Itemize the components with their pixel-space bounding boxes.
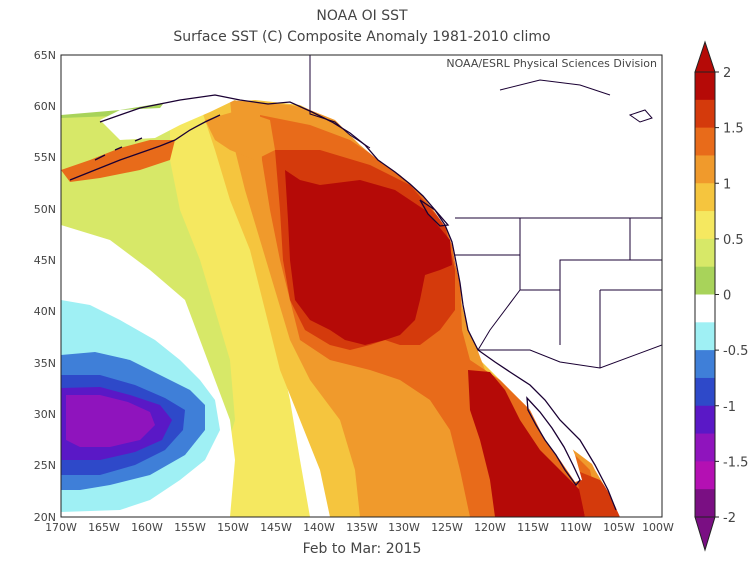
- lon-axis: 170W 165W 160W 155W 150W 145W 140W 135W …: [45, 521, 674, 534]
- colorbar-label: 1: [723, 177, 731, 192]
- colorbar-segment: [695, 377, 715, 407]
- coastline-west: [99, 94, 617, 511]
- anomaly-fill-gulf-warm: [205, 110, 275, 160]
- lat-tick-65: 65N: [34, 49, 56, 62]
- anomaly-fill-max-south: [468, 370, 585, 517]
- colorbar-label: -1.5: [723, 455, 748, 470]
- lon-tick-135w: 135W: [346, 521, 378, 534]
- lon-tick-145w: 145W: [260, 521, 292, 534]
- border-us-mexico: [478, 344, 662, 369]
- us-state-borders: [455, 218, 662, 368]
- colorbar-label: 2: [723, 66, 731, 81]
- colorbar-label: 1.5: [723, 122, 744, 137]
- lat-tick-40: 40N: [34, 305, 56, 318]
- land-mask-baja-california: [525, 395, 582, 482]
- figure-subtitle: Surface SST (C) Composite Anomaly 1981-2…: [173, 29, 550, 45]
- anomaly-fill-max-north: [285, 170, 452, 345]
- lat-tick-25: 25N: [34, 459, 56, 472]
- colorbar-segment: [695, 266, 715, 295]
- colorbar: 2 1.5 1 0.5 0 -0.5 -1 -1.5 -2: [694, 40, 748, 552]
- colorbar-segment: [695, 461, 715, 490]
- lon-tick-125w: 125W: [431, 521, 463, 534]
- colorbar-segments: [695, 72, 715, 518]
- colorbar-segment: [695, 211, 715, 240]
- lon-tick-140w: 140W: [303, 521, 335, 534]
- lon-tick-115w: 115W: [517, 521, 549, 534]
- lon-tick-120w: 120W: [474, 521, 506, 534]
- lat-tick-55: 55N: [34, 151, 56, 164]
- lon-tick-155w: 155W: [174, 521, 206, 534]
- land-mask-north-america: [100, 55, 662, 517]
- map-panel: [61, 55, 662, 517]
- colorbar-label: -0.5: [723, 344, 748, 359]
- colorbar-segment: [695, 294, 715, 323]
- arctic-island: [628, 109, 653, 123]
- anomaly-fill-1-to-1.5: [170, 100, 310, 517]
- lon-tick-165w: 165W: [88, 521, 120, 534]
- lon-tick-150w: 150W: [217, 521, 249, 534]
- colorbar-segment: [695, 72, 715, 101]
- coastlines: [69, 94, 617, 511]
- hudson-bay-shore: [499, 79, 611, 96]
- colorbar-bottom-arrow: [694, 516, 716, 552]
- colorbar-segment: [695, 127, 715, 156]
- colorbar-segment: [695, 238, 715, 268]
- lon-tick-110w: 110W: [560, 521, 592, 534]
- lat-tick-20: 20N: [34, 511, 56, 524]
- colorbar-segment: [695, 322, 715, 351]
- lat-tick-30: 30N: [34, 408, 56, 421]
- lat-tick-45: 45N: [34, 254, 56, 267]
- map-frame: [60, 54, 663, 518]
- border-alaska-canada: [309, 55, 371, 149]
- coastline-baja: [526, 396, 581, 487]
- colorbar-top-arrow: [694, 40, 716, 73]
- period-label: Feb to Mar: 2015: [303, 541, 422, 557]
- credit-label: NOAA/ESRL Physical Sciences Division: [446, 57, 657, 70]
- colorbar-segment: [695, 183, 715, 212]
- colorbar-segment: [695, 405, 715, 435]
- anomaly-fill-orange-south-edge: [575, 470, 620, 517]
- colorbar-segment: [695, 433, 715, 462]
- vancouver-island: [419, 199, 450, 227]
- political-borders: [309, 55, 662, 369]
- colorbar-segment: [695, 489, 715, 518]
- lon-tick-105w: 105W: [603, 521, 635, 534]
- colorbar-label: 0: [723, 289, 731, 304]
- lon-tick-160w: 160W: [131, 521, 163, 534]
- colorbar-segment: [695, 99, 715, 129]
- lat-tick-50: 50N: [34, 203, 56, 216]
- island-arc-aleutian: [94, 137, 143, 161]
- lat-tick-60: 60N: [34, 100, 56, 113]
- figure-title: NOAA OI SST: [316, 8, 408, 24]
- colorbar-label: -2: [723, 511, 736, 526]
- colorbar-segment: [695, 155, 715, 184]
- lat-tick-35: 35N: [34, 357, 56, 370]
- colorbar-label: 0.5: [723, 233, 744, 248]
- lon-tick-100w: 100W: [642, 521, 674, 534]
- lon-tick-170w: 170W: [45, 521, 77, 534]
- colorbar-segment: [695, 350, 715, 379]
- colorbar-label: -1: [723, 400, 736, 415]
- alaska-peninsula: [69, 114, 221, 181]
- lon-tick-130w: 130W: [388, 521, 420, 534]
- colorbar-labels: 2 1.5 1 0.5 0 -0.5 -1 -1.5 -2: [715, 66, 748, 526]
- lat-axis: 65N 60N 55N 50N 45N 40N 35N 30N 25N 20N: [34, 49, 56, 524]
- anomaly-fill-minus-2-core: [66, 395, 155, 447]
